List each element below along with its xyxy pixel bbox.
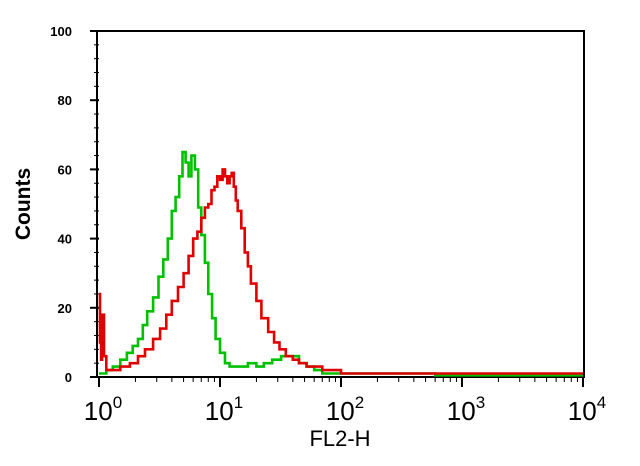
y-tick-label: 40	[58, 232, 72, 247]
y-tick-label: 0	[65, 370, 72, 385]
x-tick-label: 104	[568, 393, 606, 426]
series-line	[98, 168, 583, 375]
series-line	[99, 150, 583, 377]
y-tick-label: 60	[58, 162, 72, 177]
x-axis-title: FL2-H	[309, 426, 370, 451]
axis-minor-ticks	[94, 44, 578, 382]
x-tick-label: 102	[326, 393, 364, 426]
y-axis: 0 20 40 60 80 100	[50, 24, 99, 385]
y-tick-label: 100	[50, 24, 72, 39]
x-tick-label: 100	[84, 393, 122, 426]
series-layer	[98, 150, 583, 377]
y-tick-label: 80	[58, 93, 72, 108]
y-tick-label: 20	[58, 301, 72, 316]
x-axis: 100 101 102 103 104	[84, 377, 606, 426]
plot-frame	[96, 30, 585, 378]
y-axis-title: Counts	[12, 168, 35, 240]
x-tick-label: 101	[205, 393, 243, 426]
x-tick-label: 103	[447, 393, 485, 426]
